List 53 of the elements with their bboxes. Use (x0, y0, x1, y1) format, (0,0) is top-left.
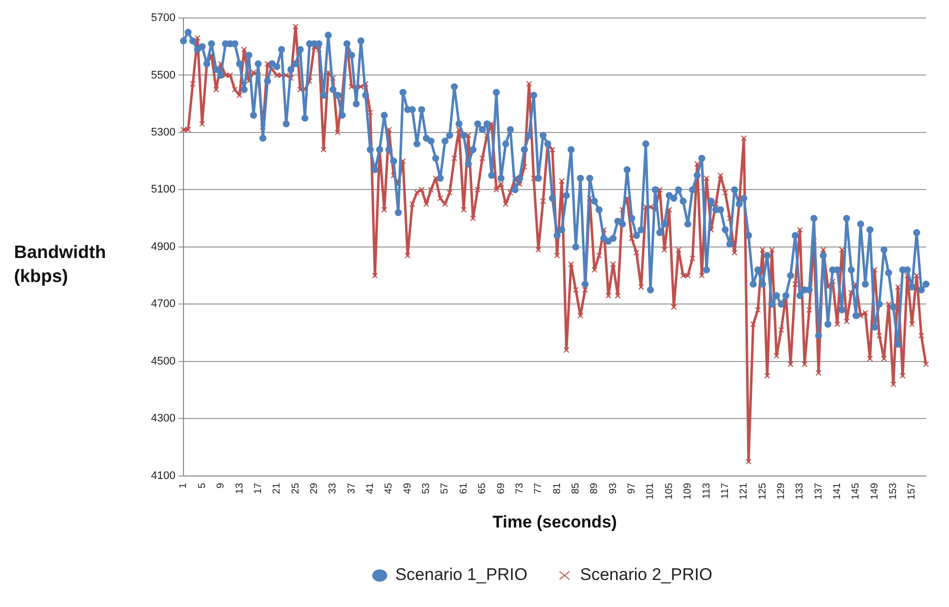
x-tick-label: 129 (776, 482, 787, 500)
y-tick-label: 5700 (150, 12, 176, 24)
x-tick-label: 53 (421, 482, 432, 494)
y-tick-label: 4900 (150, 240, 176, 253)
y-tick-label: 4700 (150, 298, 176, 310)
x-tick-label: 93 (608, 482, 619, 494)
x-tick-label: 9 (216, 482, 227, 488)
x-tick-label: 37 (346, 482, 358, 494)
x-tick-label: 29 (308, 482, 320, 494)
x-tick-label: 149 (869, 482, 880, 500)
x-tick-label: 61 (458, 482, 470, 494)
x-tick-label: 145 (850, 482, 862, 500)
x-tick-label: 57 (440, 482, 451, 494)
x-tick-label: 5 (196, 482, 208, 488)
x-tick-label: 157 (906, 482, 918, 500)
x-tick-label: 97 (626, 482, 638, 494)
x-tick-label: 69 (496, 482, 507, 494)
x-tick-label: 121 (738, 482, 750, 500)
x-tick-label: 1 (178, 482, 190, 488)
y-tick-label: 4100 (150, 470, 176, 482)
x-tick-label: 45 (384, 482, 395, 494)
x-axis-title: Time (seconds) (492, 512, 617, 532)
x-tick-label: 13 (234, 482, 246, 494)
y-tick-label: 4500 (150, 355, 176, 368)
y-tick-label: 4300 (150, 412, 176, 425)
y-tick-label: 5100 (150, 184, 176, 196)
x-tick-label: 49 (402, 482, 414, 494)
x-tick-label: 141 (832, 482, 844, 500)
x-tick-label: 65 (477, 482, 488, 494)
x-tick-label: 105 (664, 482, 675, 500)
x-tick-label: 17 (252, 482, 264, 494)
x-tick-label: 113 (701, 482, 712, 499)
x-tick-label: 21 (272, 482, 283, 494)
x-tick-label: 117 (720, 482, 731, 499)
x-tick-label: 153 (888, 482, 900, 500)
y-axis-title: Bandwidth (kbps) (14, 241, 107, 288)
y-tick-label: 5500 (150, 69, 176, 82)
x-tick-label: 101 (645, 482, 656, 500)
x-tick-label: 81 (552, 482, 563, 494)
y-tick-label: 5300 (150, 126, 176, 139)
x-tick-label: 41 (365, 482, 376, 494)
x-tick-label: 125 (757, 482, 768, 500)
legend-label: Scenario 2_PRIO (580, 565, 712, 584)
legend-label: Scenario 1_PRIO (395, 565, 528, 584)
x-tick-label: 109 (682, 482, 694, 500)
x-tick-label: 137 (813, 482, 824, 500)
x-tick-label: 25 (290, 482, 302, 494)
x-tick-label: 33 (328, 482, 339, 494)
x-tick-label: 89 (589, 482, 600, 494)
x-tick-label: 85 (570, 482, 582, 494)
x-tick-label: 73 (514, 482, 526, 494)
x-tick-label: 133 (794, 482, 806, 500)
x-tick-label: 77 (533, 482, 544, 494)
